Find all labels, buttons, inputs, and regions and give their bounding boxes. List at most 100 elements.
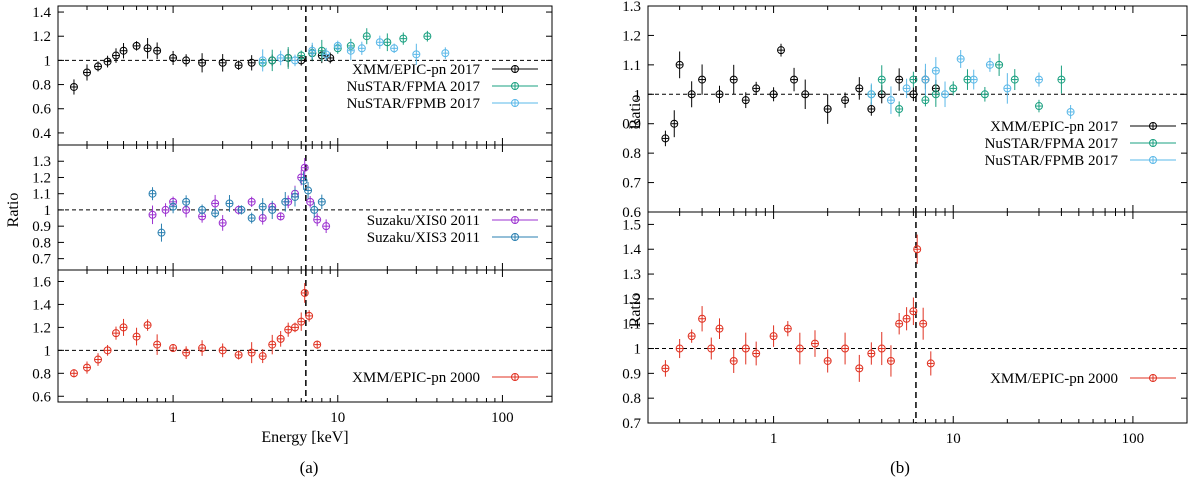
- y-tick-label: 1.3: [622, 267, 641, 283]
- data-point: [931, 66, 940, 75]
- data-point: [225, 199, 234, 208]
- data-point: [284, 53, 293, 62]
- x-tick-label: 10: [946, 431, 961, 447]
- data-point: [687, 332, 696, 341]
- data-point: [281, 197, 290, 206]
- data-point: [661, 364, 670, 373]
- y-tick-label: 1.1: [622, 58, 641, 74]
- panel-a-bottom: 0.6 0.8 1 1.2 1.4 1.6 1 10 100 Energy [keV] XMM/EP…: [32, 269, 553, 446]
- y-tick-label: 1.2: [622, 28, 641, 44]
- x-tick-label: 100: [491, 410, 514, 426]
- data-point: [886, 356, 895, 365]
- data-point: [909, 307, 918, 316]
- data-point: [218, 346, 227, 355]
- y-tick-label: 0.7: [32, 252, 51, 268]
- data-point: [276, 53, 285, 62]
- legend-swatch-marker: [1149, 156, 1157, 164]
- data-point: [132, 41, 141, 50]
- y-tick-label: 1.4: [622, 242, 641, 258]
- y-tick-label: 0.8: [32, 235, 51, 251]
- data-point: [1034, 75, 1043, 84]
- data-point: [322, 222, 331, 231]
- data-point: [995, 60, 1004, 69]
- data-point: [661, 134, 670, 143]
- data-point: [218, 58, 227, 67]
- data-point: [741, 96, 750, 105]
- data-point: [82, 68, 91, 77]
- data-point: [148, 210, 157, 219]
- data-point: [297, 51, 306, 60]
- data-point: [810, 339, 819, 348]
- series-xmm-epic-pn-2000: [661, 234, 935, 382]
- data-point: [291, 323, 300, 332]
- data-point: [182, 197, 191, 206]
- plot-frame: [57, 269, 553, 403]
- data-point: [985, 60, 994, 69]
- legend-label: XMM/EPIC-pn 2000: [352, 370, 480, 386]
- data-point: [308, 46, 317, 55]
- y-tick-label: 1.1: [622, 317, 641, 333]
- y-tick-label: 1.6: [32, 274, 51, 290]
- y-tick-label: 1.3: [622, 0, 641, 15]
- data-point: [211, 199, 220, 208]
- data-point: [268, 56, 277, 65]
- series-xmm-epic-pn-2017: [661, 43, 940, 147]
- data-point: [276, 334, 285, 343]
- data-point: [795, 344, 804, 353]
- data-point: [182, 56, 191, 65]
- y-tick-label: 0.8: [32, 366, 51, 382]
- panel-b-top: 0.6 0.7 0.8 0.9 1 1.1 1.2 1.3 Ratio XMM/EPIC-pn 2…: [622, 0, 1188, 221]
- legend-swatch-marker: [1149, 374, 1157, 382]
- data-point: [969, 75, 978, 84]
- data-point: [258, 202, 267, 211]
- legend-swatch-marker: [511, 216, 519, 224]
- legend-label: NuSTAR/FPMB 2017: [985, 153, 1119, 169]
- data-point: [841, 96, 850, 105]
- data-point: [268, 340, 277, 349]
- data-point: [198, 205, 207, 214]
- data-point: [698, 314, 707, 323]
- data-point: [82, 363, 91, 372]
- data-point: [299, 176, 308, 185]
- data-point: [769, 90, 778, 99]
- series-suzaku-xis3-2011: [148, 171, 326, 242]
- y-tick-label: 1.2: [32, 170, 51, 186]
- data-point: [148, 189, 157, 198]
- data-point: [300, 163, 309, 172]
- data-point: [198, 58, 207, 67]
- panel-a-middle: 0.70.80.911.11.21.3 Ratio Suzaku/XIS0 2011…: [5, 144, 553, 271]
- y-axis-label: Ratio: [627, 293, 644, 328]
- data-point: [980, 90, 989, 99]
- data-point: [69, 369, 78, 378]
- y-tick-label: 1.2: [32, 320, 51, 336]
- data-point: [423, 32, 432, 41]
- data-point: [317, 197, 326, 206]
- data-point: [103, 346, 112, 355]
- y-tick-label: 1.3: [32, 154, 51, 170]
- data-point: [247, 348, 256, 357]
- data-point: [675, 60, 684, 69]
- legend-label: XMM/EPIC-pn 2000: [990, 371, 1118, 387]
- y-tick-label: 1.5: [622, 217, 641, 233]
- x-tick-label: 1: [169, 410, 177, 426]
- y-tick-label: 1.4: [32, 297, 51, 313]
- data-point: [919, 319, 928, 328]
- data-point: [182, 348, 191, 357]
- legend-swatch-marker: [511, 99, 519, 107]
- data-point: [715, 324, 724, 333]
- data-point: [921, 75, 930, 84]
- data-point: [234, 61, 243, 70]
- y-tick-label: 0.9: [32, 219, 51, 235]
- data-point: [153, 340, 162, 349]
- data-point: [931, 90, 940, 99]
- data-point: [895, 105, 904, 113]
- data-point: [234, 350, 243, 359]
- legend-swatch-marker: [511, 233, 519, 241]
- data-point: [132, 332, 141, 341]
- x-axis-label: Energy [keV]: [261, 429, 348, 446]
- data-point: [687, 90, 696, 99]
- data-point: [867, 90, 876, 99]
- legend-label: Suzaku/XIS0 2011: [367, 213, 480, 229]
